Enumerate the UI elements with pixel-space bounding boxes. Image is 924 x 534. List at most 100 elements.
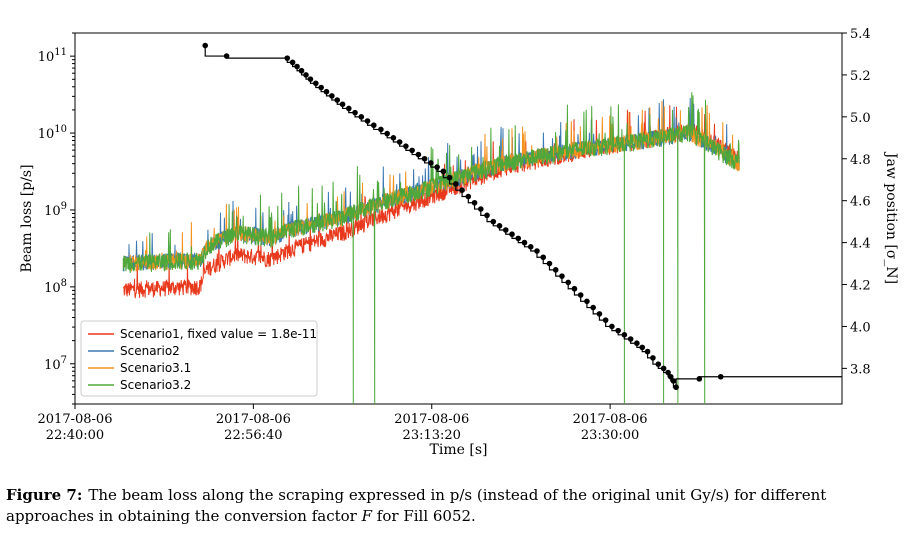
jaw-position-point	[453, 181, 459, 187]
jaw-position-point	[571, 285, 578, 292]
jaw-position-point	[667, 373, 674, 380]
jaw-position-point	[509, 231, 515, 238]
jaw-position-point	[465, 193, 472, 200]
x-axis-label: Time [s]	[430, 442, 488, 458]
x-tick-label-time: 23:13:20	[403, 428, 461, 443]
jaw-position-point	[409, 147, 415, 154]
x-tick-label-time: 23:30:00	[581, 428, 639, 443]
jaw-position-point	[223, 53, 230, 59]
jaw-position-point	[459, 187, 465, 194]
jaw-position-point	[415, 151, 422, 158]
x-tick-label-date: 2017-08-06	[216, 412, 291, 427]
y-right-tick-label: 5.2	[850, 69, 871, 84]
y-right-tick-label: 5.4	[850, 27, 871, 42]
jaw-position-point	[596, 311, 603, 317]
jaw-position-point	[634, 340, 640, 347]
jaw-position-point	[446, 174, 453, 181]
jaw-position-point	[284, 55, 291, 61]
y-left-tick-label: 107	[44, 355, 67, 373]
x-tick-label-time: 22:56:40	[224, 428, 282, 443]
legend	[80, 320, 318, 397]
jaw-position-point	[627, 336, 634, 342]
jaw-position-point	[639, 344, 646, 351]
jaw-position-point	[565, 279, 571, 286]
jaw-position-point	[527, 243, 534, 250]
figure-caption: Figure 7: The beam loss along the scrapin…	[6, 485, 918, 527]
jaw-position-point	[403, 143, 409, 149]
x-tick-label-time: 22:40:00	[46, 428, 104, 443]
caption-label: Figure 7:	[6, 486, 83, 504]
y-left-axis-label: Beam loss [p/s]	[19, 164, 35, 272]
legend-label: Scenario3.2	[120, 378, 191, 392]
jaw-position-point	[650, 355, 656, 361]
jaw-position-point	[298, 67, 305, 74]
jaw-position-point	[303, 72, 309, 78]
jaw-position-point	[584, 298, 590, 305]
jaw-position-point	[334, 97, 341, 103]
jaw-position-point	[384, 130, 390, 137]
jaw-position-point	[696, 376, 703, 382]
jaw-position-point	[546, 260, 553, 267]
y-left-tick-label: 108	[44, 278, 67, 296]
y-right-tick-label: 4.8	[850, 153, 871, 168]
jaw-position-point	[307, 76, 314, 82]
jaw-position-point	[294, 63, 300, 70]
y-right-tick-label: 4.2	[850, 279, 871, 294]
jaw-position-point	[370, 122, 377, 129]
jaw-position-point	[477, 206, 484, 212]
caption-text-1: The beam loss along the scraping express…	[6, 486, 827, 525]
y-left-tick-label: 1011	[38, 47, 67, 65]
caption-variable: F	[361, 507, 373, 525]
y-right-tick-label: 4.0	[850, 320, 871, 335]
jaw-position-point	[390, 135, 397, 141]
x-tick-label-date: 2017-08-06	[573, 412, 648, 427]
caption-text-2: for Fill 6052.	[372, 507, 476, 525]
jaw-position-point	[644, 348, 651, 355]
jaw-position-point	[496, 223, 503, 229]
jaw-position-point	[289, 59, 296, 66]
jaw-position-point	[346, 105, 352, 112]
jaw-position-point	[378, 126, 384, 133]
jaw-position-point	[717, 373, 724, 380]
x-tick-label-date: 2017-08-06	[394, 412, 469, 427]
jaw-position-point	[540, 254, 547, 261]
jaw-position-point	[313, 80, 319, 87]
jaw-position-point	[615, 327, 621, 334]
jaw-position-point	[421, 155, 428, 162]
y-left-tick-label: 109	[44, 201, 67, 219]
jaw-position-point	[552, 267, 559, 273]
jaw-position-point	[202, 42, 209, 49]
jaw-position-point	[534, 248, 540, 254]
jaw-position-point	[358, 114, 365, 120]
jaw-position-point	[339, 101, 346, 108]
y-right-tick-label: 4.6	[850, 195, 871, 210]
jaw-position-point	[352, 109, 358, 116]
jaw-position-point	[318, 84, 324, 91]
jaw-position-point	[515, 235, 522, 242]
x-tick-label-date: 2017-08-06	[38, 412, 113, 427]
jaw-position-point	[329, 93, 335, 99]
legend-label: Scenario1, fixed value = 1.8e-11	[120, 327, 317, 341]
jaw-position-point	[621, 332, 628, 338]
jaw-position-point	[490, 218, 497, 225]
y-right-tick-label: 4.4	[850, 237, 871, 252]
jaw-position-point	[660, 365, 667, 372]
chart: 2017-08-0622:40:002017-08-0622:56:402017…	[19, 27, 899, 458]
legend-label: Scenario2	[120, 344, 180, 358]
y-right-tick-label: 3.8	[850, 362, 871, 377]
jaw-position-point	[590, 304, 596, 311]
jaw-position-point	[602, 317, 609, 323]
jaw-position-point	[673, 384, 679, 391]
jaw-position-point	[655, 361, 662, 367]
y-right-axis-label: Jaw position [σ_N]	[883, 151, 899, 284]
series-scenario3-2-line	[122, 92, 740, 404]
legend-label: Scenario3.1	[120, 361, 191, 375]
jaw-position-point	[434, 164, 440, 170]
jaw-position-point	[471, 199, 478, 206]
jaw-position-point	[559, 273, 565, 279]
jaw-position-point	[665, 369, 671, 376]
jaw-position-point	[577, 292, 584, 298]
jaw-position-point	[521, 239, 528, 246]
jaw-position-point	[364, 118, 371, 124]
y-left-tick-label: 1010	[38, 124, 67, 142]
